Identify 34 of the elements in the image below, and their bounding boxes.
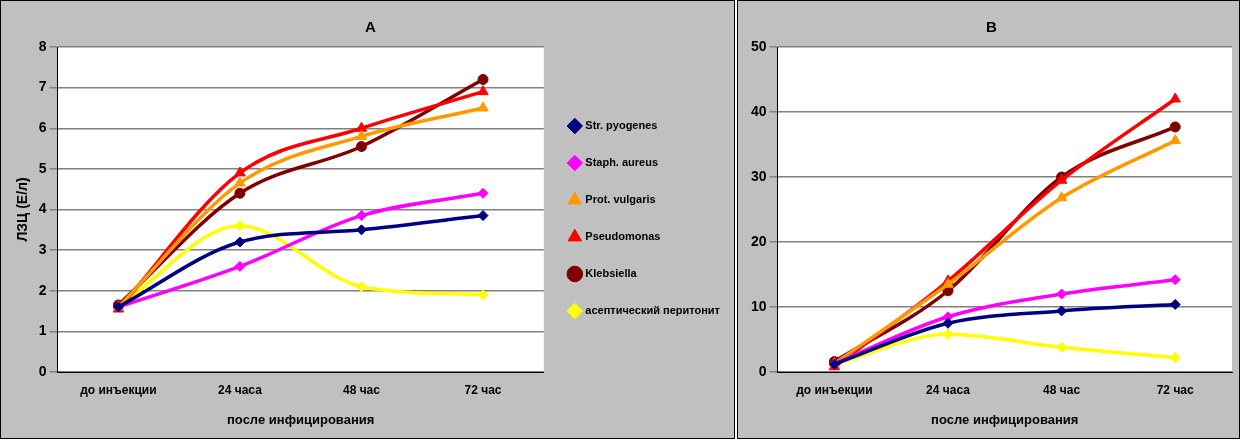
- x-tick-label: 24 часа: [218, 382, 263, 397]
- x-tick-label: 48 час: [1043, 382, 1081, 397]
- legend-label: асептический перитонит: [585, 304, 721, 317]
- y-axis-title: ЛЗЦ (Е/л): [14, 177, 31, 242]
- y-tick-label: 6: [38, 119, 47, 136]
- x-tick-label: 24 часа: [926, 382, 971, 397]
- chart-title: B: [986, 18, 998, 36]
- y-tick-label: 8: [38, 37, 47, 54]
- y-tick-label: 0: [758, 362, 767, 379]
- x-tick-label: 72 час: [1156, 382, 1195, 397]
- y-tick-label: 3: [38, 240, 47, 257]
- y-tick-label: 50: [750, 37, 767, 54]
- y-tick-label: 2: [38, 281, 47, 298]
- y-tick-label: 0: [38, 362, 47, 379]
- y-tick-label: 4: [38, 200, 47, 217]
- legend-label: Staph. aureus: [585, 156, 659, 169]
- y-tick-label: 40: [750, 102, 767, 119]
- legend-label: Klebsiella: [585, 267, 638, 280]
- y-tick-label: 20: [750, 232, 767, 249]
- x-tick-label: до инъекции: [80, 382, 157, 397]
- x-axis-title: после инфицирования: [227, 411, 375, 427]
- y-tick-label: 5: [38, 159, 47, 176]
- y-tick-label: 1: [38, 322, 47, 339]
- y-tick-label: 7: [38, 78, 47, 95]
- chart-title: A: [365, 18, 377, 36]
- x-tick-label: 72 час: [464, 382, 502, 397]
- legend-label: Prot. vulgaris: [585, 193, 656, 206]
- x-tick-label: 48 час: [342, 382, 381, 397]
- legend-label: Str. pyogenes: [585, 119, 658, 132]
- x-tick-label: до инъекции: [796, 382, 873, 397]
- y-tick-label: 10: [750, 297, 767, 314]
- x-axis-title: после инфицирования: [931, 411, 1079, 427]
- legend-label: Pseudomonas: [585, 230, 661, 243]
- y-tick-label: 30: [750, 167, 767, 184]
